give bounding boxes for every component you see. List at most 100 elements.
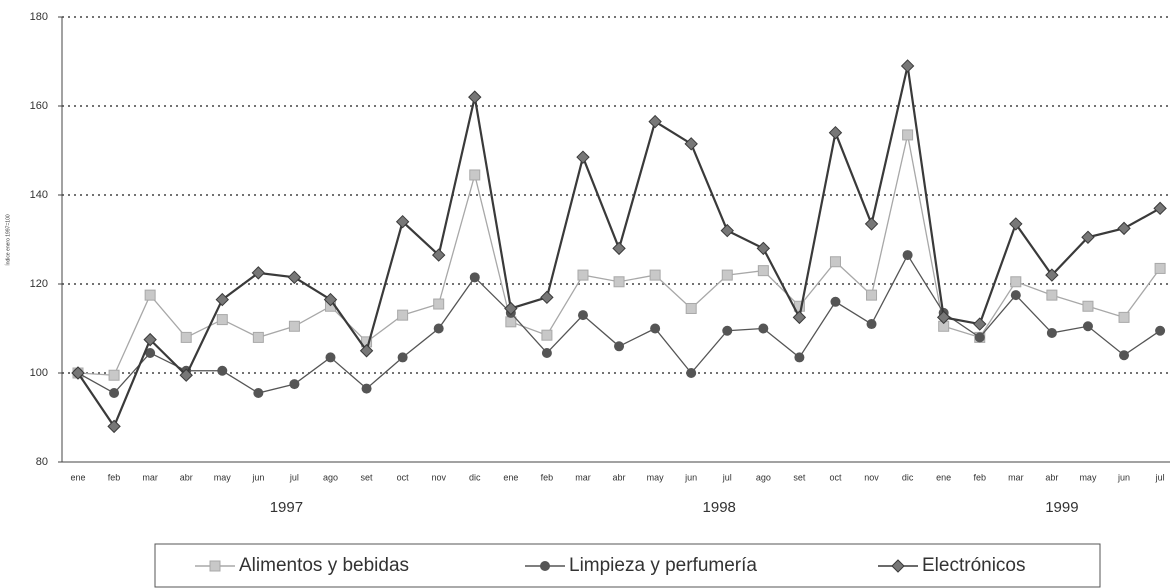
marker xyxy=(107,419,121,434)
marker xyxy=(1009,217,1023,231)
x-tick-label: ago xyxy=(756,472,771,482)
marker xyxy=(143,332,157,347)
marker xyxy=(433,298,445,310)
marker xyxy=(541,329,553,341)
marker xyxy=(1155,325,1166,336)
x-tick-label: jul xyxy=(289,472,299,482)
marker xyxy=(468,90,482,104)
x-tick-label: nov xyxy=(431,472,446,482)
x-tick-label: jun xyxy=(251,472,264,482)
marker xyxy=(431,248,446,262)
marker xyxy=(973,317,987,331)
marker xyxy=(684,137,698,151)
x-tick-label: feb xyxy=(541,472,554,482)
marker xyxy=(757,265,769,277)
marker xyxy=(649,269,661,281)
marker xyxy=(1046,289,1058,301)
year-label: 1999 xyxy=(1045,499,1078,516)
marker xyxy=(758,323,769,334)
marker xyxy=(1153,201,1167,216)
marker xyxy=(613,276,625,288)
marker xyxy=(541,347,552,358)
legend-label: Electrónicos xyxy=(922,555,1026,576)
marker xyxy=(1081,230,1095,244)
y-axis-label: Índice enero 1997=100 xyxy=(4,214,11,266)
marker xyxy=(720,223,734,238)
y-tick-label: 180 xyxy=(30,11,48,23)
x-tick-label: nov xyxy=(864,472,879,482)
marker xyxy=(902,129,914,141)
x-tick-label: abr xyxy=(1045,472,1058,482)
marker xyxy=(145,347,156,358)
marker xyxy=(144,289,156,301)
marker xyxy=(828,125,843,140)
marker xyxy=(71,366,85,380)
marker xyxy=(397,352,408,363)
marker xyxy=(576,150,590,164)
x-tick-label: may xyxy=(647,472,665,482)
legend-marker xyxy=(540,561,550,571)
marker xyxy=(902,250,913,261)
marker xyxy=(433,323,444,334)
marker xyxy=(577,310,588,321)
marker xyxy=(648,114,662,129)
marker xyxy=(1118,311,1130,323)
x-tick-label: set xyxy=(361,472,374,482)
y-tick-label: 160 xyxy=(30,100,48,112)
x-tick-label: oct xyxy=(397,472,410,482)
marker xyxy=(900,59,915,73)
year-label: 1998 xyxy=(703,499,736,516)
year-label: 1997 xyxy=(270,499,303,516)
marker xyxy=(505,316,517,328)
marker xyxy=(756,241,771,256)
marker xyxy=(794,352,805,363)
marker xyxy=(1046,327,1057,338)
marker xyxy=(612,241,626,256)
x-tick-label: may xyxy=(1079,472,1097,482)
marker xyxy=(1010,276,1022,288)
marker xyxy=(469,272,480,283)
legend-marker xyxy=(891,559,905,573)
marker xyxy=(323,292,338,307)
marker xyxy=(830,296,841,307)
x-tick-label: oct xyxy=(829,472,842,482)
marker xyxy=(108,369,120,381)
x-tick-label: ene xyxy=(936,472,951,482)
marker xyxy=(722,325,733,336)
marker xyxy=(829,256,841,268)
marker xyxy=(217,365,228,376)
legend-label: Limpieza y perfumería xyxy=(569,555,757,576)
marker xyxy=(1045,268,1059,282)
x-tick-label: dic xyxy=(902,472,914,482)
x-tick-label: mar xyxy=(575,472,591,482)
marker xyxy=(252,331,264,343)
marker xyxy=(215,292,229,307)
marker xyxy=(1082,300,1094,312)
marker xyxy=(540,290,554,305)
marker xyxy=(866,319,877,330)
marker xyxy=(1119,350,1130,361)
y-tick-label: 100 xyxy=(30,367,48,379)
marker xyxy=(253,388,264,399)
marker xyxy=(650,323,661,334)
x-tick-label: abr xyxy=(613,472,626,482)
marker xyxy=(216,314,228,326)
marker xyxy=(469,169,481,181)
marker xyxy=(685,302,697,314)
marker xyxy=(577,269,589,281)
marker xyxy=(686,368,697,378)
x-tick-label: set xyxy=(793,472,806,482)
marker xyxy=(289,379,300,390)
x-tick-label: feb xyxy=(108,472,121,482)
marker xyxy=(361,383,372,394)
marker xyxy=(395,214,410,229)
marker xyxy=(109,388,120,399)
marker xyxy=(974,332,985,343)
marker xyxy=(504,301,518,316)
x-tick-label: abr xyxy=(180,472,193,482)
marker xyxy=(1010,290,1021,301)
marker xyxy=(1117,221,1131,236)
x-tick-label: ene xyxy=(503,472,518,482)
marker xyxy=(614,341,625,352)
